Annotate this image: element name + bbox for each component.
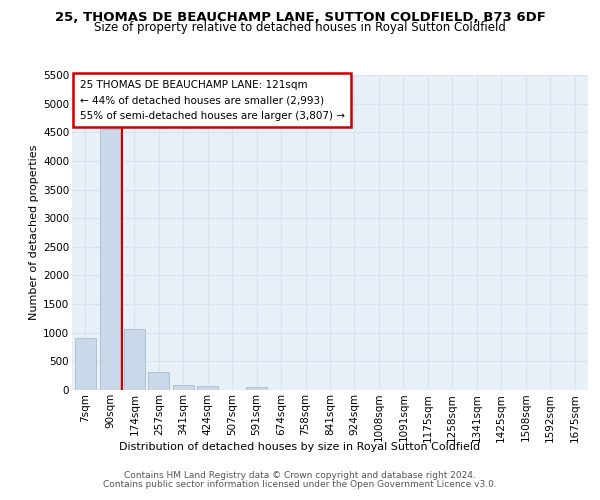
- Bar: [75, 338, 96, 390]
- Text: Size of property relative to detached houses in Royal Sutton Coldfield: Size of property relative to detached ho…: [94, 22, 506, 35]
- Bar: [246, 386, 267, 390]
- Bar: [124, 328, 145, 390]
- Text: Distribution of detached houses by size in Royal Sutton Coldfield: Distribution of detached houses by size …: [119, 442, 481, 452]
- Text: 25 THOMAS DE BEAUCHAMP LANE: 121sqm
← 44% of detached houses are smaller (2,993): 25 THOMAS DE BEAUCHAMP LANE: 121sqm ← 44…: [80, 80, 345, 121]
- Bar: [173, 386, 194, 390]
- Bar: [100, 129, 120, 390]
- Y-axis label: Number of detached properties: Number of detached properties: [29, 145, 39, 320]
- Bar: [197, 386, 218, 390]
- Text: Contains HM Land Registry data © Crown copyright and database right 2024.: Contains HM Land Registry data © Crown c…: [124, 471, 476, 480]
- Text: Contains public sector information licensed under the Open Government Licence v3: Contains public sector information licen…: [103, 480, 497, 489]
- Text: 25, THOMAS DE BEAUCHAMP LANE, SUTTON COLDFIELD, B73 6DF: 25, THOMAS DE BEAUCHAMP LANE, SUTTON COL…: [55, 11, 545, 24]
- Bar: [148, 372, 169, 390]
